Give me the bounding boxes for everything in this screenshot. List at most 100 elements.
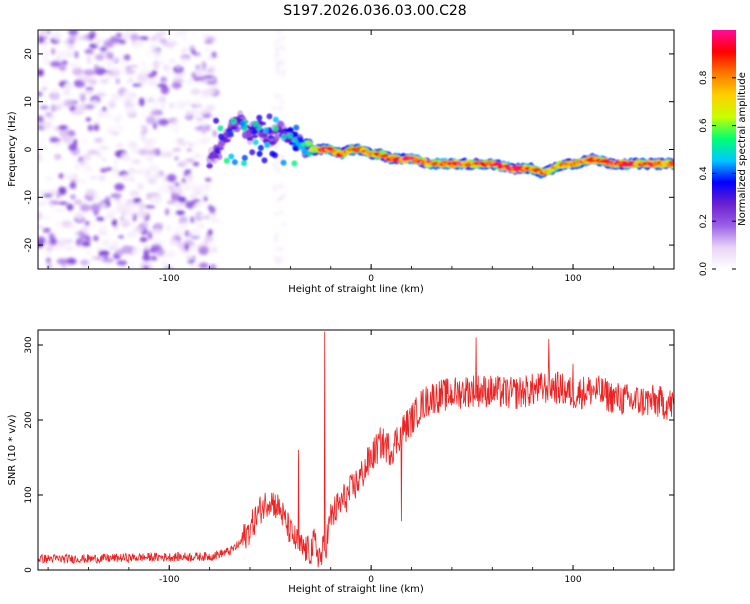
noise-blob [191,72,197,78]
x-tick-label: 100 [564,575,581,585]
noise-blob [74,50,79,59]
signal-cell [227,130,234,137]
noise-blob [185,255,194,261]
noise-blob [169,43,174,49]
noise-blob [107,125,116,132]
noise-blob [186,148,193,152]
noise-blob [125,66,131,70]
noise-blob [142,125,148,135]
noise-blob [61,60,68,66]
noise-blob [196,118,204,122]
noise-blob [89,43,99,49]
noise-blob [39,105,49,110]
noise-blob [281,46,286,51]
noise-blob [49,237,58,246]
noise-blob [48,91,60,101]
noise-blob [142,138,153,144]
noise-blob [79,203,91,212]
noise-blob [196,185,205,192]
noise-blob [190,216,195,224]
noise-blob [70,194,76,200]
noise-blob [156,83,167,88]
spectrogram-y-ticks: -20 -10 0 10 20 [24,48,674,252]
noise-blob [176,141,187,147]
signal-cell [252,121,259,127]
noise-blob [113,43,123,47]
noise-blob [64,246,75,251]
noise-blob [207,229,213,236]
noise-blob [125,106,137,116]
noise-blob [157,118,169,126]
signal-cell [261,157,268,164]
noise-blob [197,214,207,218]
noise-blob [42,80,50,85]
noise-blob [84,220,90,226]
signal-cell [262,127,269,134]
noise-blob [144,205,156,209]
noise-blob [105,72,110,80]
signal-cell [277,120,284,128]
noise-blob [168,124,179,129]
noise-blob [116,260,128,266]
noise-blob [164,208,170,216]
noise-blob [108,68,121,77]
noise-blob [139,67,151,76]
noise-blob [279,247,284,252]
noise-blob [150,255,158,261]
noise-blob [183,173,189,177]
noise-blob [160,85,170,95]
noise-blob [128,262,136,269]
noise-blob [50,60,62,68]
noise-blob [118,112,123,121]
noise-blob [133,197,142,204]
colorbar-tick-label: 0.4 [699,166,709,181]
noise-blob [178,216,188,225]
noise-blob [164,151,173,158]
signal-cell [272,116,279,123]
noise-blob [110,92,121,102]
noise-blob [160,260,169,266]
noise-blob [141,113,148,118]
signal-cell [206,164,213,168]
signal-cell [224,138,231,143]
signal-cell [208,155,215,159]
noise-blob [181,178,187,184]
colorbar-tick-label: 0.8 [699,70,709,85]
noise-blob [192,199,201,203]
noise-blob [52,138,61,142]
noise-blob [276,169,281,174]
noise-blob [184,230,190,237]
noise-blob [100,78,109,84]
snr-frame [37,329,675,571]
noise-blob [48,200,59,204]
noise-blob [38,154,43,163]
noise-blob [63,90,70,96]
noise-blob [108,100,116,109]
noise-blob [68,143,78,152]
noise-blob [205,80,217,85]
spectrogram-x-ticks: -100 0 100 [47,30,655,284]
colorbar-tick-label: 0.0 [699,262,709,277]
colorbar: 0.0 0.2 0.4 0.6 0.8 Normalized spectral ampl… [699,30,748,276]
noise-blob [68,30,79,36]
noise-blob [98,250,110,256]
noise-blob [45,250,51,256]
noise-blob [67,43,75,50]
noise-blob [128,204,136,213]
noise-blob [128,141,134,146]
noise-blob [46,61,51,65]
noise-blob [195,98,200,107]
noise-blob [102,107,107,112]
y-tick-label: 0 [24,146,34,152]
noise-blob [152,227,163,235]
signal-cell [301,149,309,154]
noise-blob [174,103,183,109]
noise-blob [121,98,127,106]
noise-blob [203,237,210,244]
signal-cell [257,144,264,151]
noise-blob [165,67,171,76]
y-tick-label: 200 [24,411,34,428]
noise-blob [185,158,195,163]
noise-blob [94,64,99,72]
